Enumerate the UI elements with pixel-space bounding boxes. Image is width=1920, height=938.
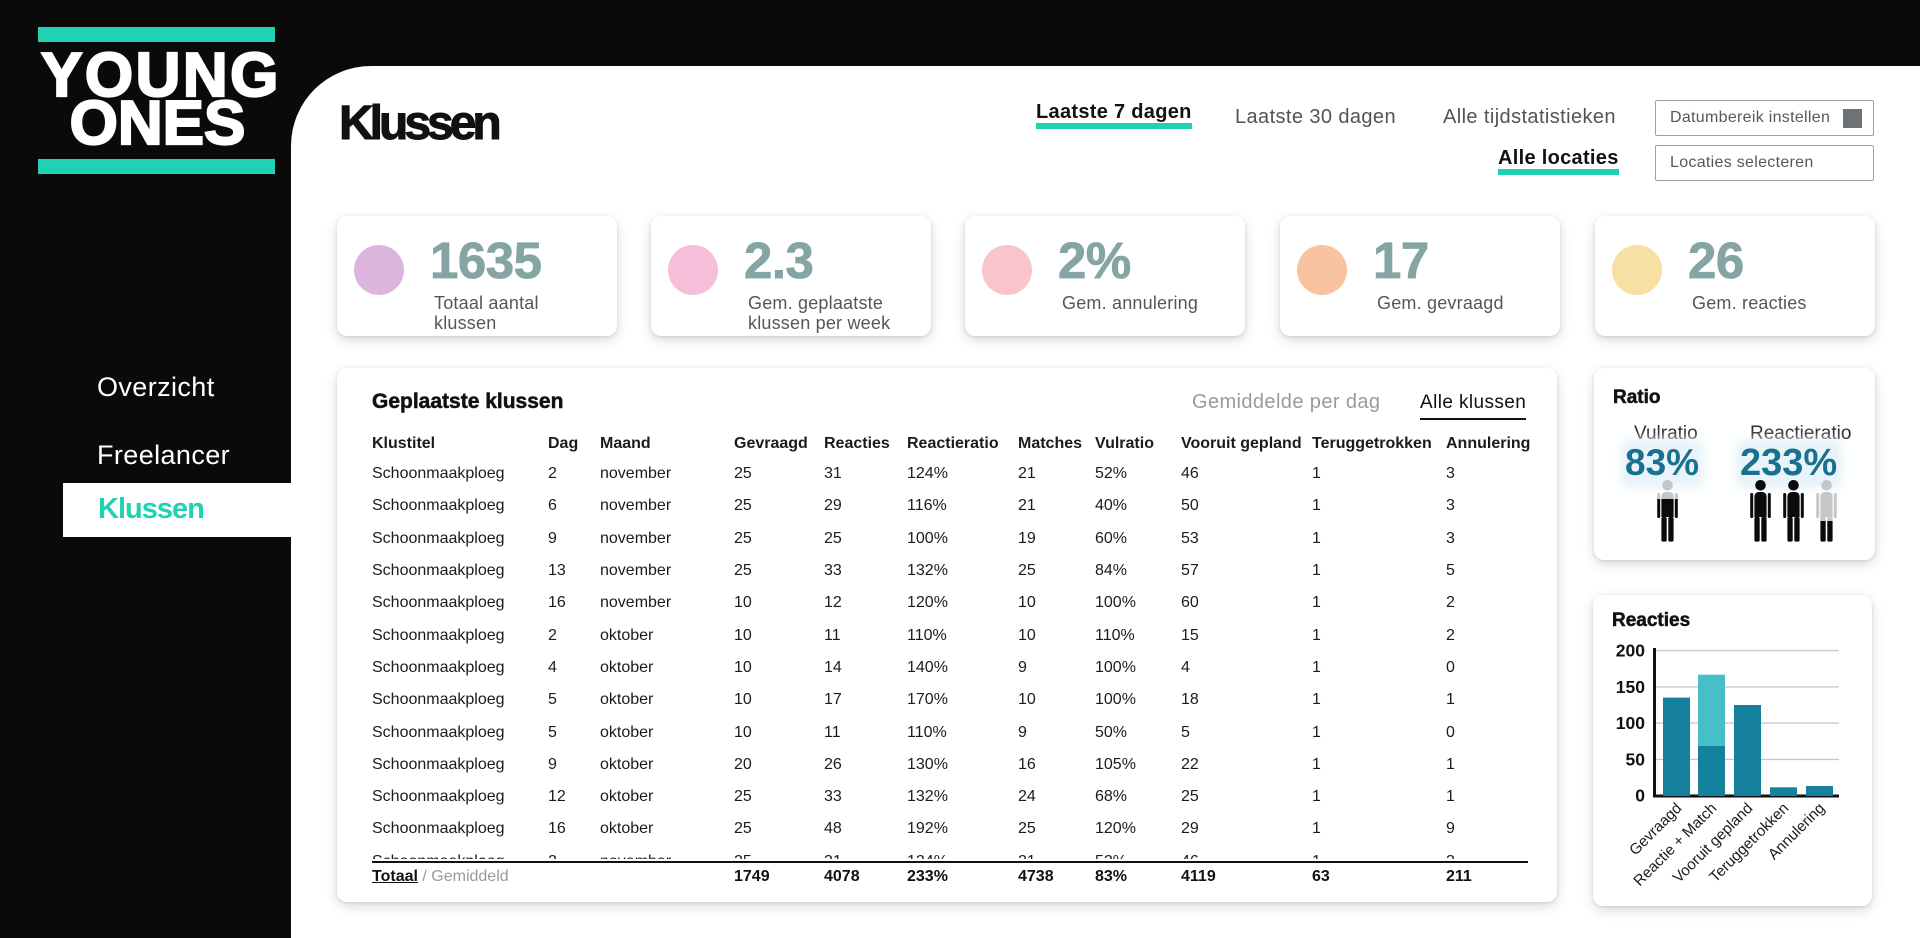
svg-text:100: 100 xyxy=(1616,713,1645,733)
svg-text:150: 150 xyxy=(1616,677,1645,697)
svg-text:0: 0 xyxy=(1635,786,1645,806)
svg-text:200: 200 xyxy=(1616,641,1645,661)
svg-text:50: 50 xyxy=(1626,749,1646,769)
